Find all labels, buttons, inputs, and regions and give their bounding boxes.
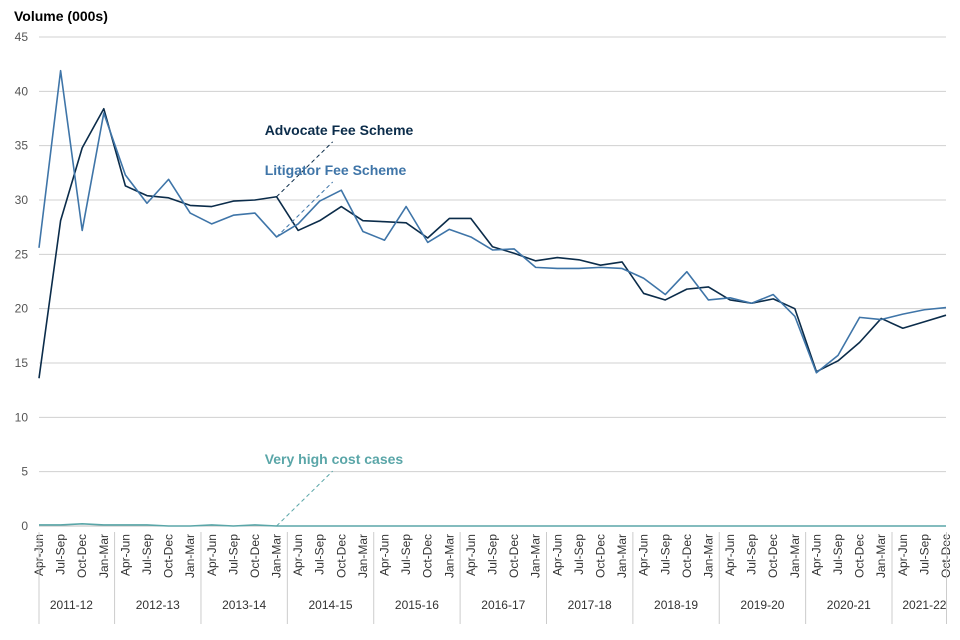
y-tick-label: 15 — [15, 356, 29, 370]
year-label: 2013-14 — [222, 598, 266, 612]
x-tick-label: Jul-Sep — [917, 534, 931, 575]
annotation-label: Advocate Fee Scheme — [265, 122, 414, 138]
x-tick-label: Apr-Jun — [723, 534, 737, 576]
y-tick-label: 35 — [15, 139, 29, 153]
x-tick-label: Oct-Dec — [680, 534, 694, 578]
x-tick-label: Jul-Sep — [745, 534, 759, 575]
x-tick-label: Oct-Dec — [75, 534, 89, 578]
x-tick-label: Apr-Jun — [118, 534, 132, 576]
x-tick-label: Jan-Mar — [615, 534, 629, 578]
y-tick-label: 5 — [21, 465, 28, 479]
y-tick-label: 30 — [15, 193, 29, 207]
year-label: 2015-16 — [395, 598, 439, 612]
year-label: 2018-19 — [654, 598, 698, 612]
x-tick-label: Jan-Mar — [183, 534, 197, 578]
x-tick-label: Oct-Dec — [334, 534, 348, 578]
annotation-label: Very high cost cases — [265, 451, 404, 467]
year-label: 2016-17 — [481, 598, 525, 612]
x-tick-label: Oct-Dec — [248, 534, 262, 578]
x-tick-label: Jan-Mar — [356, 534, 370, 578]
y-tick-label: 0 — [21, 519, 28, 533]
x-tick-label: Apr-Jun — [464, 534, 478, 576]
x-tick-label: Jan-Mar — [97, 534, 111, 578]
x-tick-label: Apr-Jun — [637, 534, 651, 576]
y-axis-ticks: 0 5 10 15 20 25 30 35 40 45 — [15, 30, 29, 533]
x-tick-label: Jan-Mar — [270, 534, 284, 578]
x-tick-label: Jan-Mar — [701, 534, 715, 578]
annotation-leader — [276, 470, 334, 527]
x-tick-label: Apr-Jun — [291, 534, 305, 576]
y-tick-label: 20 — [15, 302, 29, 316]
y-tick-label: 40 — [15, 84, 29, 98]
x-tick-label: Jan-Mar — [442, 534, 456, 578]
x-tick-label: Apr-Jun — [896, 534, 910, 576]
year-label: 2012-13 — [136, 598, 180, 612]
x-tick-label: Oct-Dec — [593, 534, 607, 578]
series-line-2 — [39, 523, 946, 527]
year-label: 2017-18 — [568, 598, 612, 612]
gridlines — [39, 36, 946, 527]
x-tick-label: Jul-Sep — [140, 534, 154, 575]
y-axis-title: Volume (000s) — [14, 8, 108, 24]
x-tick-label: Jul-Sep — [572, 534, 586, 575]
annotation-label: Litigator Fee Scheme — [265, 162, 407, 178]
series-lines — [38, 69, 947, 527]
series-line-1 — [38, 69, 947, 374]
year-label: 2011-12 — [50, 598, 93, 612]
x-tick-label: Jul-Sep — [486, 534, 500, 575]
x-tick-label: Apr-Jun — [205, 534, 219, 576]
x-tick-label: Jul-Sep — [399, 534, 413, 575]
y-tick-label: 45 — [15, 30, 29, 44]
y-tick-label: 25 — [15, 247, 29, 261]
year-label: 2020-21 — [827, 598, 871, 612]
x-tick-label: Apr-Jun — [809, 534, 823, 576]
annotation-leader — [276, 181, 334, 238]
x-axis: Apr-Jun Jul-Sep Oct-Dec Jan-Mar Apr-Jun Jul-S… — [32, 525, 953, 624]
x-tick-label: Jan-Mar — [874, 534, 888, 578]
x-tick-label: Oct-Dec — [162, 534, 176, 578]
year-label: 2019-20 — [740, 598, 784, 612]
x-tick-label: Apr-Jun — [550, 534, 564, 576]
series-annotations: Advocate Fee Scheme Litigator Fee Scheme V… — [265, 122, 414, 527]
x-tick-label: Apr-Jun — [378, 534, 392, 576]
x-tick-label: Oct-Dec — [853, 534, 867, 578]
x-tick-label: Jul-Sep — [658, 534, 672, 575]
year-label: 2021-22 — [902, 598, 946, 612]
y-tick-label: 10 — [15, 410, 29, 424]
year-label: 2014-15 — [309, 598, 353, 612]
x-tick-label: Jul-Sep — [831, 534, 845, 575]
x-tick-label: Jul-Sep — [226, 534, 240, 575]
x-tick-label: Jul-Sep — [313, 534, 327, 575]
x-tick-label: Jan-Mar — [788, 534, 802, 578]
x-tick-label: Jan-Mar — [529, 534, 543, 578]
annotation-leader — [276, 141, 334, 198]
x-tick-label: Oct-Dec — [507, 534, 521, 578]
x-tick-label: Oct-Dec — [766, 534, 780, 578]
series-line-0 — [38, 107, 947, 379]
x-tick-label: Jul-Sep — [54, 534, 68, 575]
x-tick-label: Oct-Dec — [421, 534, 435, 578]
